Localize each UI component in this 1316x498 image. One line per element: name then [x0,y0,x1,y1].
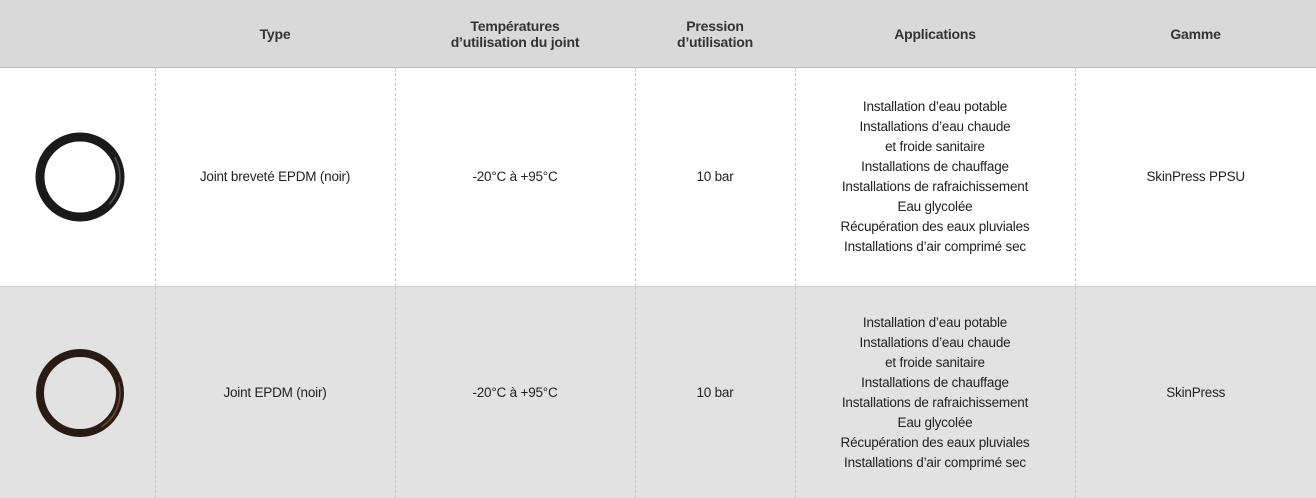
application-line: et froide sanitaire [796,353,1075,373]
row: Joint EPDM (noir) -20°C à +95°C 10 bar I… [0,287,1316,498]
application-line: Installations de rafraichissement [796,177,1075,197]
type-cell: Joint breveté EPDM (noir) [155,68,395,287]
row: Joint breveté EPDM (noir) -20°C à +95°C … [0,68,1316,287]
application-line: Installations d’air comprimé sec [796,453,1075,473]
range-cell: SkinPress [1075,287,1316,498]
header-text: d’utilisation [635,34,795,50]
application-line: Installations de chauffage [796,157,1075,177]
header-text: Type [155,26,395,42]
header-cell: Type [155,0,395,68]
image-cell [0,287,155,498]
application-line: Récupération des eaux pluviales [796,217,1075,237]
header-cell: Gamme [1075,0,1316,68]
table-body: Joint breveté EPDM (noir) -20°C à +95°C … [0,68,1316,498]
image-cell [0,68,155,287]
header-cell [0,0,155,68]
header-text: d’utilisation du joint [395,34,635,50]
ring [40,137,120,217]
application-line: Installations de rafraichissement [796,393,1075,413]
application-line: Récupération des eaux pluviales [796,433,1075,453]
type-cell: Joint EPDM (noir) [155,287,395,498]
application-line: Eau glycolée [796,413,1075,433]
ring-image [30,127,130,227]
application-line: et froide sanitaire [796,137,1075,157]
application-line: Installations de chauffage [796,373,1075,393]
pressure-cell: 10 bar [635,68,795,287]
header-cell: Applications [795,0,1075,68]
application-line: Eau glycolée [796,197,1075,217]
temperature-cell: -20°C à +95°C [395,287,635,498]
application-line: Installation d’eau potable [796,313,1075,333]
range-cell: SkinPress PPSU [1075,68,1316,287]
application-line: Installations d’eau chaude [796,117,1075,137]
header-text: Températures [395,18,635,34]
header-text: Pression [635,18,795,34]
application-line: Installation d’eau potable [796,97,1075,117]
pressure-cell: 10 bar [635,287,795,498]
temperature-cell: -20°C à +95°C [395,68,635,287]
application-line: Installations d’eau chaude [796,333,1075,353]
header-text: Applications [795,26,1075,42]
application-line: Installations d’air comprimé sec [796,237,1075,257]
ring-image [30,343,130,443]
header-text: Gamme [1075,26,1316,42]
